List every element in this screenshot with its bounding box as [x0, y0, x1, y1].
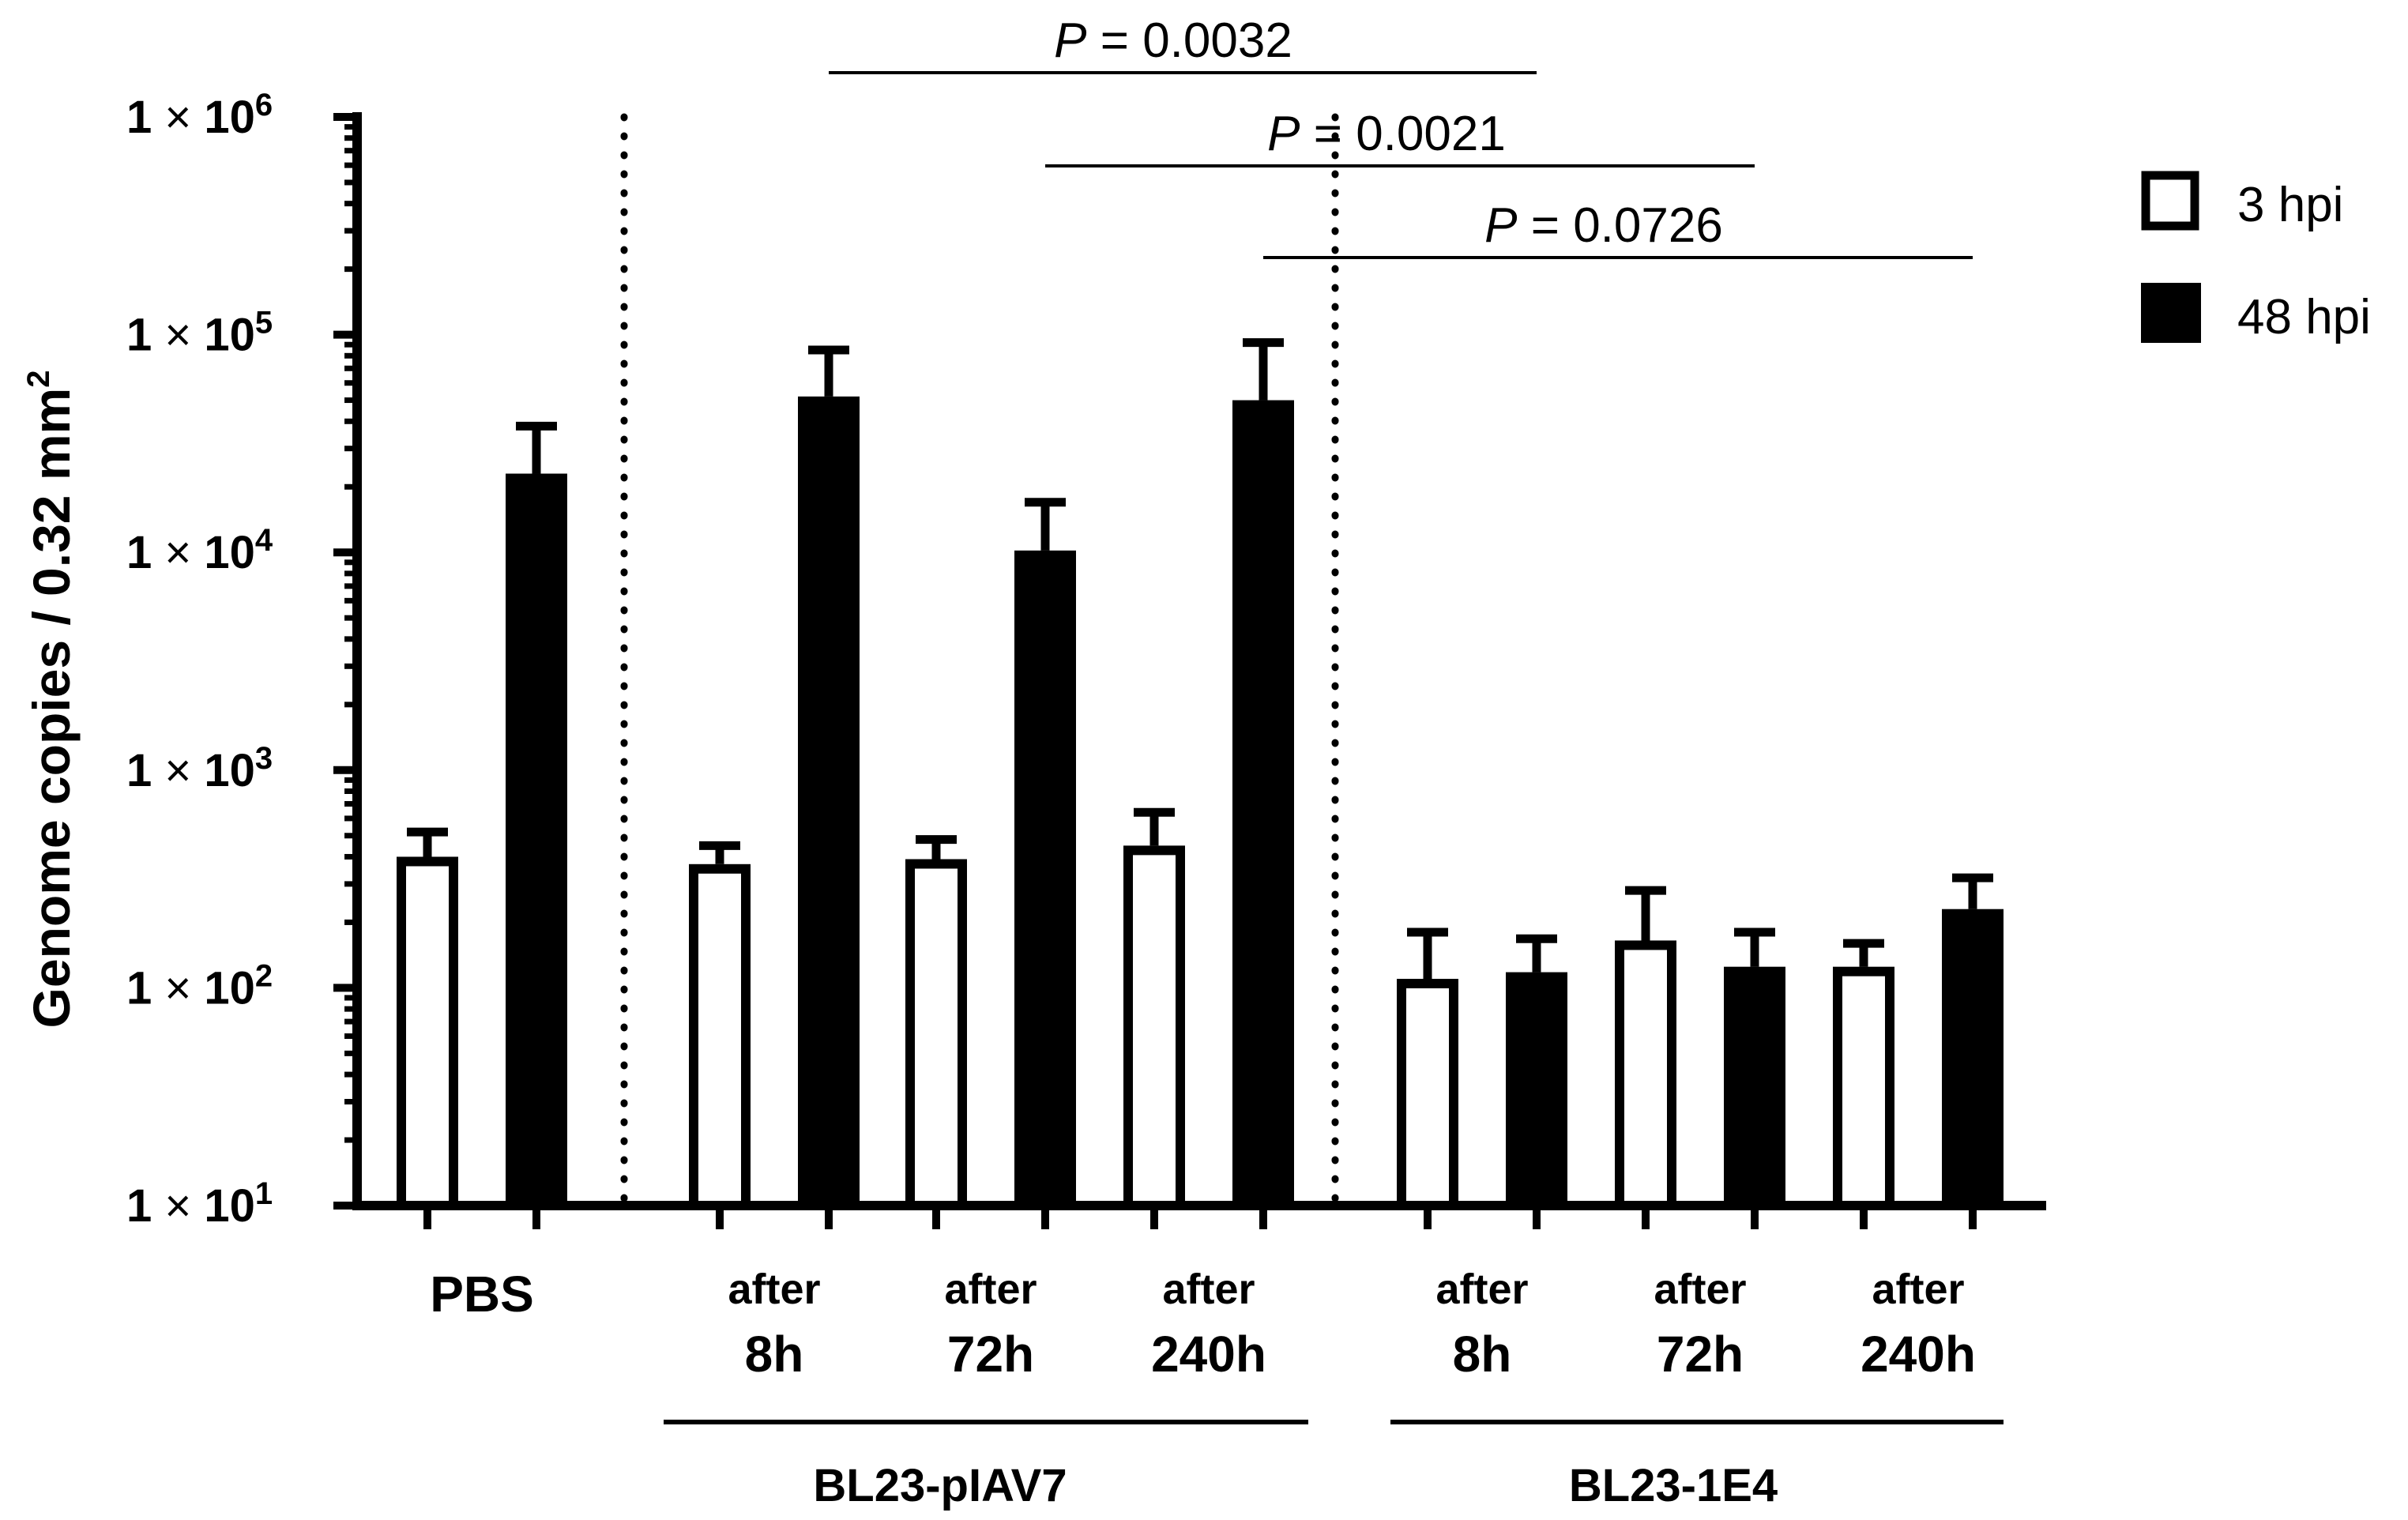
p-value-2: P = 0.0021 [1267, 107, 1506, 161]
x-label-7-line1: after [1872, 1266, 1964, 1313]
axes [352, 112, 2046, 1229]
x-label-1: PBS [430, 1266, 534, 1322]
x-label-2-line2: 8h [745, 1326, 804, 1383]
p-value-1: P = 0.0032 [1054, 13, 1292, 68]
x-label-5-line1: after [1435, 1266, 1528, 1313]
bar-48hpi-4 [1232, 400, 1294, 1206]
x-label-3-line1: after [944, 1266, 1037, 1313]
bar-3hpi-5 [1397, 978, 1458, 1210]
bar-48hpi-7 [1942, 909, 2004, 1206]
y-tick-label-2: 1 × 102 [126, 958, 273, 1014]
x-label-6-line2: 72h [1657, 1326, 1744, 1383]
bar-48hpi-3 [1014, 550, 1076, 1206]
bar-48hpi-6 [1724, 966, 1785, 1206]
group-dividers [620, 113, 1339, 1210]
bar-3hpi-7 [1833, 966, 1894, 1211]
x-label-3-line2: 72h [947, 1326, 1034, 1383]
group-label-1: BL23-pIAV7 [813, 1460, 1067, 1511]
x-label-4-line2: 240h [1151, 1326, 1266, 1383]
bar-3hpi-6 [1615, 940, 1676, 1210]
significance-annotations: P = 0.0032 P = 0.0021 P = 0.0726 [829, 13, 1973, 259]
x-label-6-line1: after [1654, 1266, 1746, 1313]
bar-3hpi-3 [905, 859, 967, 1210]
x-label-5-line2: 8h [1453, 1326, 1512, 1383]
bar-3hpi-4 [1123, 845, 1185, 1210]
bar-3hpi-1 [397, 856, 458, 1211]
group-labels: BL23-pIAV7 BL23-1E4 [664, 1420, 2004, 1511]
y-ticks: 1 × 101 1 × 102 1 × 103 1 × 104 1 × 105 1 × 1… [126, 88, 357, 1232]
legend: 3 hpi 48 hpi [2141, 171, 2371, 344]
bar-48hpi-2 [798, 396, 860, 1206]
y-tick-label-6: 1 × 106 [126, 88, 273, 143]
y-tick-label-1: 1 × 101 [126, 1176, 273, 1232]
x-label-2-line1: after [728, 1266, 820, 1313]
legend-label-1: 3 hpi [2237, 178, 2343, 232]
legend-swatch-3hpi [2141, 171, 2199, 231]
legend-swatch-48hpi [2141, 283, 2201, 343]
group-label-2: BL23-1E4 [1569, 1460, 1778, 1511]
y-tick-label-3: 1 × 103 [126, 741, 273, 796]
legend-label-2: 48 hpi [2237, 290, 2371, 344]
x-label-7-line2: 240h [1861, 1326, 1976, 1383]
y-axis-label: Genome copies / 0.32 mm2 [21, 371, 81, 1029]
p-value-3: P = 0.0726 [1484, 198, 1723, 253]
y-tick-label-5: 1 × 105 [126, 306, 273, 361]
y-tick-label-4: 1 × 104 [126, 523, 273, 578]
bar-3hpi-2 [689, 863, 751, 1210]
x-tick-labels: PBS after 8h after 72h after 240h after 8h after 7… [430, 1266, 1976, 1383]
bar-48hpi-5 [1506, 972, 1567, 1206]
bar-48hpi-1 [506, 473, 567, 1206]
x-label-4-line1: after [1162, 1266, 1255, 1313]
bars [397, 338, 2004, 1211]
